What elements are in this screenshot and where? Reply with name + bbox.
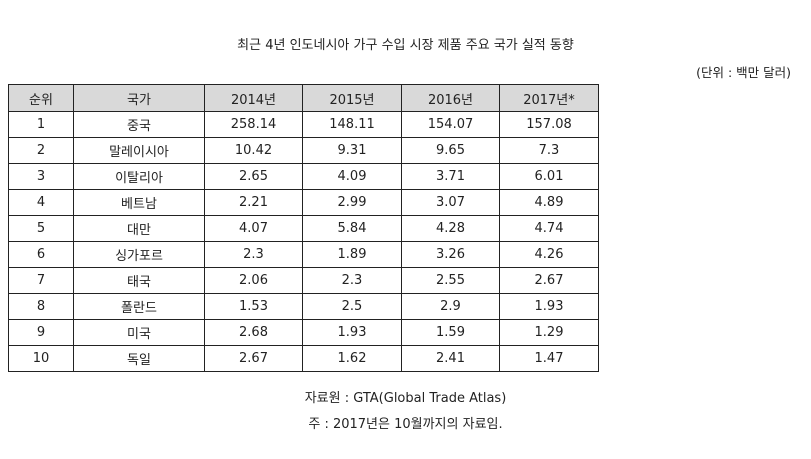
value-2016-cell: 2.41 — [401, 345, 500, 372]
rank-cell: 10 — [8, 345, 74, 372]
value-2017-cell: 1.93 — [499, 293, 599, 320]
header-2014: 2014년 — [204, 84, 303, 112]
value-2014-cell: 2.3 — [204, 241, 303, 268]
table-row: 10 독일 2.67 1.62 2.41 1.47 — [8, 345, 599, 372]
value-2015-cell: 2.99 — [302, 189, 402, 216]
rank-cell: 5 — [8, 215, 74, 242]
value-2015-cell: 2.3 — [302, 267, 402, 294]
value-2014-cell: 2.21 — [204, 189, 303, 216]
unit-label: (단위 : 백만 달러) — [696, 65, 791, 80]
rank-cell: 7 — [8, 267, 74, 294]
value-2016-cell: 9.65 — [401, 137, 500, 164]
table-row: 9 미국 2.68 1.93 1.59 1.29 — [8, 319, 599, 346]
value-2016-cell: 3.07 — [401, 189, 500, 216]
rank-cell: 9 — [8, 319, 74, 346]
table-row: 2 말레이시아 10.42 9.31 9.65 7.3 — [8, 137, 599, 164]
value-2014-cell: 2.65 — [204, 163, 303, 190]
table-row: 8 폴란드 1.53 2.5 2.9 1.93 — [8, 293, 599, 320]
value-2014-cell: 1.53 — [204, 293, 303, 320]
value-2016-cell: 2.9 — [401, 293, 500, 320]
country-cell: 싱가포르 — [73, 241, 205, 268]
value-2015-cell: 1.93 — [302, 319, 402, 346]
value-2014-cell: 258.14 — [204, 111, 303, 138]
value-2016-cell: 3.71 — [401, 163, 500, 190]
country-cell: 말레이시아 — [73, 137, 205, 164]
table-row: 3 이탈리아 2.65 4.09 3.71 6.01 — [8, 163, 599, 190]
table-row: 1 중국 258.14 148.11 154.07 157.08 — [8, 111, 599, 138]
value-2016-cell: 4.28 — [401, 215, 500, 242]
value-2016-cell: 1.59 — [401, 319, 500, 346]
value-2016-cell: 2.55 — [401, 267, 500, 294]
value-2015-cell: 148.11 — [302, 111, 402, 138]
country-cell: 폴란드 — [73, 293, 205, 320]
rank-cell: 2 — [8, 137, 74, 164]
table-header-row: 순위 국가 2014년 2015년 2016년 2017년* — [8, 84, 599, 112]
value-2014-cell: 2.06 — [204, 267, 303, 294]
country-cell: 태국 — [73, 267, 205, 294]
document-title: 최근 4년 인도네시아 가구 수입 시장 제품 주요 국가 실적 동향 — [237, 38, 574, 53]
value-2017-cell: 2.67 — [499, 267, 599, 294]
value-2017-cell: 4.74 — [499, 215, 599, 242]
country-cell: 대만 — [73, 215, 205, 242]
country-cell: 베트남 — [73, 189, 205, 216]
rank-cell: 8 — [8, 293, 74, 320]
value-2015-cell: 4.09 — [302, 163, 402, 190]
value-2017-cell: 6.01 — [499, 163, 599, 190]
value-2015-cell: 1.62 — [302, 345, 402, 372]
value-2015-cell: 9.31 — [302, 137, 402, 164]
value-2017-cell: 1.47 — [499, 345, 599, 372]
footnote: 주 : 2017년은 10월까지의 자료임. — [308, 417, 503, 432]
source-note: 자료원 : GTA(Global Trade Atlas) — [304, 391, 507, 406]
rank-cell: 3 — [8, 163, 74, 190]
value-2017-cell: 1.29 — [499, 319, 599, 346]
table-row: 6 싱가포르 2.3 1.89 3.26 4.26 — [8, 241, 599, 268]
header-2015: 2015년 — [302, 84, 402, 112]
country-cell: 미국 — [73, 319, 205, 346]
value-2016-cell: 3.26 — [401, 241, 500, 268]
value-2016-cell: 154.07 — [401, 111, 500, 138]
value-2014-cell: 2.67 — [204, 345, 303, 372]
table-row: 7 태국 2.06 2.3 2.55 2.67 — [8, 267, 599, 294]
import-table: 순위 국가 2014년 2015년 2016년 2017년* 1 중국 258.14… — [8, 84, 599, 372]
header-rank: 순위 — [8, 84, 74, 112]
value-2014-cell: 10.42 — [204, 137, 303, 164]
header-2016: 2016년 — [401, 84, 500, 112]
value-2017-cell: 157.08 — [499, 111, 599, 138]
rank-cell: 1 — [8, 111, 74, 138]
value-2017-cell: 4.89 — [499, 189, 599, 216]
rank-cell: 6 — [8, 241, 74, 268]
country-cell: 이탈리아 — [73, 163, 205, 190]
value-2014-cell: 4.07 — [204, 215, 303, 242]
rank-cell: 4 — [8, 189, 74, 216]
header-country: 국가 — [73, 84, 205, 112]
value-2015-cell: 1.89 — [302, 241, 402, 268]
table-row: 5 대만 4.07 5.84 4.28 4.74 — [8, 215, 599, 242]
country-cell: 독일 — [73, 345, 205, 372]
value-2015-cell: 2.5 — [302, 293, 402, 320]
value-2015-cell: 5.84 — [302, 215, 402, 242]
value-2017-cell: 4.26 — [499, 241, 599, 268]
header-2017: 2017년* — [499, 84, 599, 112]
country-cell: 중국 — [73, 111, 205, 138]
table-row: 4 베트남 2.21 2.99 3.07 4.89 — [8, 189, 599, 216]
value-2014-cell: 2.68 — [204, 319, 303, 346]
value-2017-cell: 7.3 — [499, 137, 599, 164]
